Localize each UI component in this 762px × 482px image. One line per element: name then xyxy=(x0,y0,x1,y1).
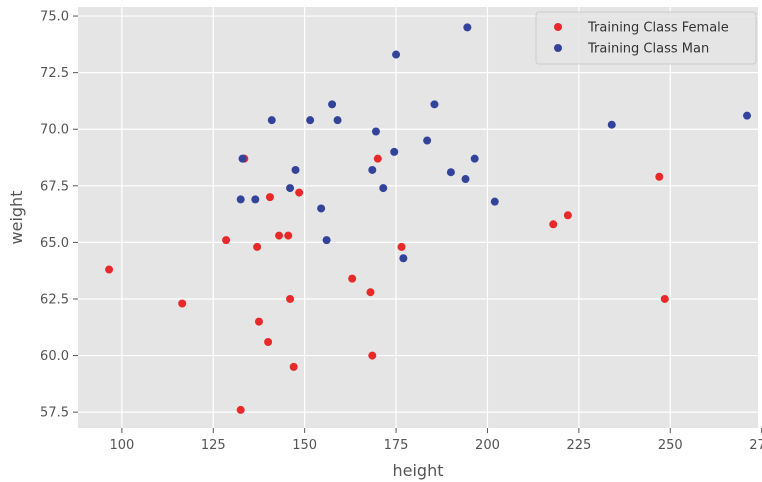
x-tick-label: 175 xyxy=(384,438,409,453)
data-point xyxy=(275,231,284,240)
data-point xyxy=(286,184,295,193)
data-point xyxy=(236,195,245,204)
data-point xyxy=(549,220,558,229)
data-point xyxy=(238,154,247,163)
x-tick-label: 275 xyxy=(749,438,762,453)
data-point xyxy=(236,405,245,414)
data-point xyxy=(743,111,752,120)
data-point xyxy=(368,351,377,360)
data-point xyxy=(607,120,616,129)
data-point xyxy=(399,254,408,263)
data-point xyxy=(295,188,304,197)
data-point xyxy=(463,23,472,32)
data-point xyxy=(430,100,439,109)
x-tick-label: 100 xyxy=(109,438,134,453)
data-point xyxy=(563,211,572,220)
legend-marker xyxy=(554,44,562,52)
legend-marker xyxy=(554,23,562,31)
data-point xyxy=(470,154,479,163)
x-tick-label: 250 xyxy=(658,438,683,453)
plot-area xyxy=(78,7,758,428)
data-point xyxy=(267,116,276,125)
y-tick-label: 75.0 xyxy=(40,10,69,25)
data-point xyxy=(251,195,260,204)
data-point xyxy=(660,294,669,303)
y-tick-label: 70.0 xyxy=(40,123,69,138)
x-tick-label: 200 xyxy=(475,438,500,453)
x-axis-ticks: 100 125 150 175 200 225 250 275 xyxy=(109,428,762,453)
y-tick-label: 72.5 xyxy=(40,66,69,81)
data-point xyxy=(371,127,380,136)
y-axis-ticks: 57.5 60.0 62.5 65.0 67.5 70.0 72.5 75.0 xyxy=(40,10,78,421)
x-axis-label: height xyxy=(393,461,444,480)
data-point xyxy=(291,165,300,174)
data-point xyxy=(264,337,273,346)
data-point xyxy=(390,147,399,156)
y-tick-label: 60.0 xyxy=(40,349,69,364)
data-point xyxy=(317,204,326,213)
data-point xyxy=(222,236,231,245)
y-axis-label: weight xyxy=(7,191,26,245)
y-tick-label: 57.5 xyxy=(40,406,69,421)
data-point xyxy=(284,231,293,240)
data-point xyxy=(490,197,499,206)
data-point xyxy=(286,294,295,303)
data-point xyxy=(328,100,337,109)
data-point xyxy=(655,172,664,181)
x-tick-label: 125 xyxy=(201,438,226,453)
y-tick-label: 67.5 xyxy=(40,179,69,194)
data-point xyxy=(368,165,377,174)
data-point xyxy=(348,274,357,283)
data-point xyxy=(322,236,331,245)
data-point xyxy=(461,175,470,184)
data-point xyxy=(446,168,455,177)
x-tick-label: 225 xyxy=(566,438,591,453)
data-point xyxy=(254,317,263,326)
legend: Training Class Female Training Class Man xyxy=(535,11,757,65)
grid-lines xyxy=(78,7,762,428)
x-tick-label: 150 xyxy=(292,438,317,453)
data-point xyxy=(289,362,298,371)
y-tick-label: 65.0 xyxy=(40,236,69,251)
y-tick-label: 62.5 xyxy=(40,292,69,307)
data-point xyxy=(379,184,388,193)
legend-entry-label: Training Class Female xyxy=(587,21,729,36)
data-point xyxy=(333,116,342,125)
data-point xyxy=(366,288,375,297)
data-point xyxy=(178,299,187,308)
data-point xyxy=(253,242,262,251)
data-points xyxy=(105,23,752,414)
data-point xyxy=(392,50,401,59)
legend-entry-label: Training Class Man xyxy=(587,42,709,57)
data-point xyxy=(105,265,114,274)
data-point xyxy=(397,242,406,251)
data-point xyxy=(423,136,432,145)
data-point xyxy=(306,116,315,125)
data-point xyxy=(265,193,274,202)
data-point xyxy=(373,154,382,163)
legend-box xyxy=(535,11,757,65)
